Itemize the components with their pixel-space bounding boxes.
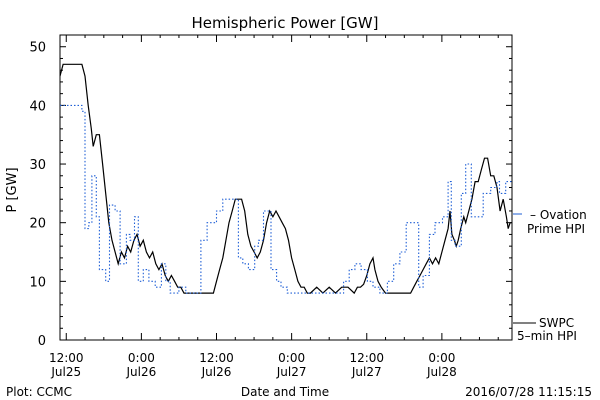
legend-ovation-label-1: – Ovation — [530, 208, 587, 222]
x-tick-label-date: Jul27 — [276, 365, 307, 379]
legend-swpc-label-1: SWPC — [539, 316, 574, 330]
x-tick-label-date: Jul26 — [201, 365, 232, 379]
x-tick-label-time: 0:00 — [428, 351, 455, 365]
x-tick-label-time: 0:00 — [128, 351, 155, 365]
x-axis-label: Date and Time — [241, 385, 329, 399]
y-tick-label: 40 — [29, 99, 46, 114]
series-layer — [59, 63, 512, 295]
y-tick-label: 0 — [38, 334, 46, 349]
footer-timestamp: 2016/07/28 11:15:15 — [465, 385, 592, 399]
y-tick-label: 50 — [29, 41, 46, 56]
x-tick-label-time: 12:00 — [49, 351, 84, 365]
x-tick-label-time: 12:00 — [199, 351, 234, 365]
legend: – Ovation Prime HPI SWPC 5–min HPI — [513, 208, 587, 343]
x-axis: 12:00Jul250:00Jul2612:00Jul260:00Jul2712… — [49, 35, 499, 379]
y-axis-label: P [GW] — [5, 167, 20, 212]
chart-title: Hemispheric Power [GW] — [192, 14, 379, 32]
x-tick-label-date: Jul27 — [351, 365, 382, 379]
legend-swpc-label-2: 5–min HPI — [517, 329, 577, 343]
x-tick-label-time: 0:00 — [278, 351, 305, 365]
y-axis: 0 10 20 30 40 50 — [29, 41, 512, 349]
y-tick-label: 20 — [29, 217, 46, 232]
y-tick-label: 30 — [29, 158, 46, 173]
series-ovation-prime-line — [60, 104, 512, 294]
series-swpc-line — [59, 63, 512, 295]
legend-ovation-label-2: Prime HPI — [527, 222, 585, 236]
plot-frame — [59, 34, 513, 341]
x-tick-label-time: 12:00 — [349, 351, 384, 365]
footer-left: Plot: CCMC — [6, 385, 72, 399]
x-tick-label-date: Jul25 — [50, 365, 81, 379]
x-tick-label-date: Jul28 — [426, 365, 457, 379]
y-tick-label: 10 — [29, 275, 46, 290]
x-tick-label-date: Jul26 — [126, 365, 157, 379]
